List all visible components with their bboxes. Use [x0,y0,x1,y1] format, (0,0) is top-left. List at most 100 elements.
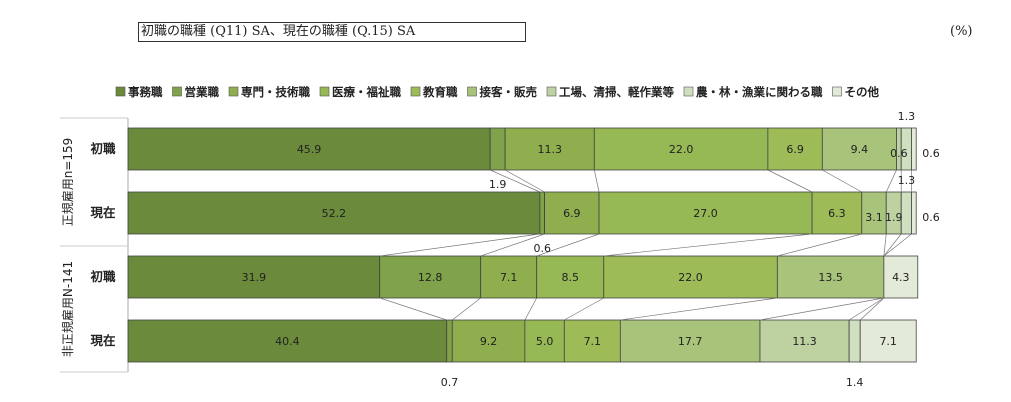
data-label: 1.3 [898,174,916,187]
bar-segment [127,191,541,235]
data-label: 1.3 [898,110,916,123]
row-label: 現在 [90,333,115,348]
legend-label: 事務職 [128,85,163,99]
data-label: 6.3 [828,207,846,220]
legend-label: その他 [845,85,880,99]
connector-line [490,169,540,193]
bar-segment [536,255,605,299]
bar-segment [598,191,813,235]
data-label: 0.6 [533,242,551,255]
data-label: 7.1 [879,335,897,348]
bar-segment [861,191,887,235]
legend-swatch [410,86,421,97]
data-label: 4.3 [892,271,910,284]
bar-segment [127,255,381,299]
legend-swatch [683,86,694,97]
bar-segment [811,191,863,235]
data-label: 7.1 [500,271,518,284]
data-label: 22.0 [678,271,703,284]
data-label: 8.5 [561,271,579,284]
legend-swatch [546,86,557,97]
data-label: 1.9 [489,178,507,191]
data-label: 7.1 [584,335,602,348]
legend-swatch [228,86,239,97]
connector-line [859,297,885,321]
legend-swatch [319,86,330,97]
bar-segment [446,319,453,363]
bar-segment [544,191,600,235]
connector-line [883,233,902,257]
group-label: 正規雇用n=159 [60,138,75,227]
connector-line [379,297,447,321]
bar-segment [127,127,491,171]
data-label: 11.3 [537,143,562,156]
bar-segment [563,319,621,363]
connector-line [564,297,604,321]
bar-segment [900,191,912,235]
row-label: 初職 [90,141,116,156]
bar-segment [127,319,448,363]
legend-swatch [115,86,126,97]
data-label: 27.0 [693,207,718,220]
connector-line [885,169,897,193]
data-label: 11.3 [792,335,817,348]
data-label: 6.9 [563,207,581,220]
legend-label: 医療・福祉職 [332,85,401,99]
row-label: 現在 [90,205,115,220]
chart-title: 初職の職種 (Q11) SA、現在の職種 (Q.15) SA [138,22,526,42]
data-label: 12.8 [418,271,443,284]
connector-line [822,169,862,193]
legend-label: 営業職 [185,85,220,99]
data-label: 6.9 [786,143,804,156]
bar-segment [524,319,565,363]
bar-segment [859,319,917,363]
bar-segment [767,127,823,171]
data-label: 0.6 [890,147,908,160]
unit-label: (%) [950,24,973,39]
connector-line [620,297,778,321]
bar-segment [379,255,482,299]
data-label: 17.7 [678,335,703,348]
bar-segment [451,319,526,363]
bar-segment [539,191,545,235]
data-label: 52.2 [322,207,347,220]
legend-label: 教育職 [422,85,458,99]
connector-line [883,233,912,257]
bar-segment [911,191,917,235]
data-label: 22.0 [669,143,694,156]
connector-line [504,169,545,193]
legend-label: 接客・販売 [480,85,538,99]
data-label: 1.9 [885,211,903,224]
data-label: 13.5 [818,271,843,284]
legend-swatch [172,86,182,97]
bar-segment [489,127,506,171]
data-label: 9.2 [480,335,498,348]
connector-line [536,233,600,257]
data-label: 1.4 [846,376,864,389]
legend-swatch [832,86,842,97]
data-label: 31.9 [242,271,267,284]
connector-line [603,233,813,257]
bar-segment [480,255,538,299]
connector-line [848,297,885,321]
bar-segment [593,127,769,171]
connector-line [480,233,545,257]
bar-segment [759,319,850,363]
connector-line [379,233,540,257]
connector-line [452,297,481,321]
legend-swatch [467,86,477,97]
bar-segment [504,127,595,171]
data-label: 40.4 [275,335,300,348]
bar-segment [603,255,778,299]
bar-segment [848,319,861,363]
data-label: 0.7 [441,376,459,389]
bar-segment [883,255,919,299]
data-label: 0.6 [922,147,940,160]
legend-label: 専門・技術職 [241,85,310,99]
legend-label: 農・林・漁業に関わる職 [696,85,823,99]
connector-line [593,169,600,193]
data-label: 0.6 [922,211,940,224]
bar-segment [821,127,897,171]
connector-line [759,297,884,321]
